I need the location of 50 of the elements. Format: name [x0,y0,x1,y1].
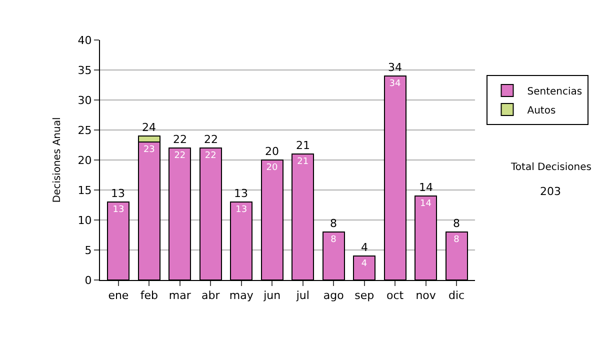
total-label: 13 [234,187,248,200]
y-tick-label: 30 [78,94,92,107]
x-tick-label: ene [108,289,129,302]
data-label: 23 [143,145,155,155]
x-tick-label: jul [295,289,310,302]
y-tick-label: 0 [84,274,92,287]
x-tick-label: ago [323,289,344,302]
x-tick-label: oct [386,289,404,302]
data-label: 34 [389,79,401,89]
data-label: 22 [204,151,216,161]
total-label: 13 [111,187,125,200]
data-label: 4 [361,259,368,269]
x-tick-label: jun [262,289,281,302]
data-label: 13 [236,205,248,215]
y-tick-label: 5 [84,244,92,257]
x-tick-label: mar [168,289,192,302]
x-tick-label: nov [416,289,436,302]
x-tick-label: abr [202,289,220,302]
y-tick-label: 25 [78,124,92,137]
legend-label: Autos [527,105,556,116]
total-label: 8 [330,217,337,230]
y-axis-title: Decisiones Anual [52,117,63,203]
total-label: 20 [265,145,279,158]
data-label: 22 [174,151,186,161]
total-label: 14 [419,181,433,194]
data-label: 8 [330,235,337,245]
data-label: 14 [420,199,432,209]
x-tick-label: sep [354,289,374,302]
total-label: 21 [296,139,310,152]
total-label: 34 [388,61,402,74]
y-tick-label: 35 [78,64,92,77]
total-label: 22 [204,133,218,146]
data-label: 13 [112,205,124,215]
x-tick-label: feb [140,289,158,302]
data-label: 8 [454,235,460,245]
data-label: 20 [266,163,278,173]
total-label: 22 [173,133,187,146]
y-tick-label: 20 [78,154,92,167]
x-tick-label: dic [448,289,465,302]
y-tick-label: 40 [78,34,92,47]
y-tick-label: 10 [78,214,92,227]
legend-label: Sentencias [527,86,582,98]
text: 203 [540,185,561,198]
total-label: 4 [361,241,368,254]
total-label: 8 [453,217,460,230]
y-tick-label: 15 [78,184,92,197]
data-label: 21 [297,157,309,167]
total-label: 24 [142,121,156,134]
x-tick-label: may [229,289,254,302]
text: Total Decisiones [510,162,592,173]
